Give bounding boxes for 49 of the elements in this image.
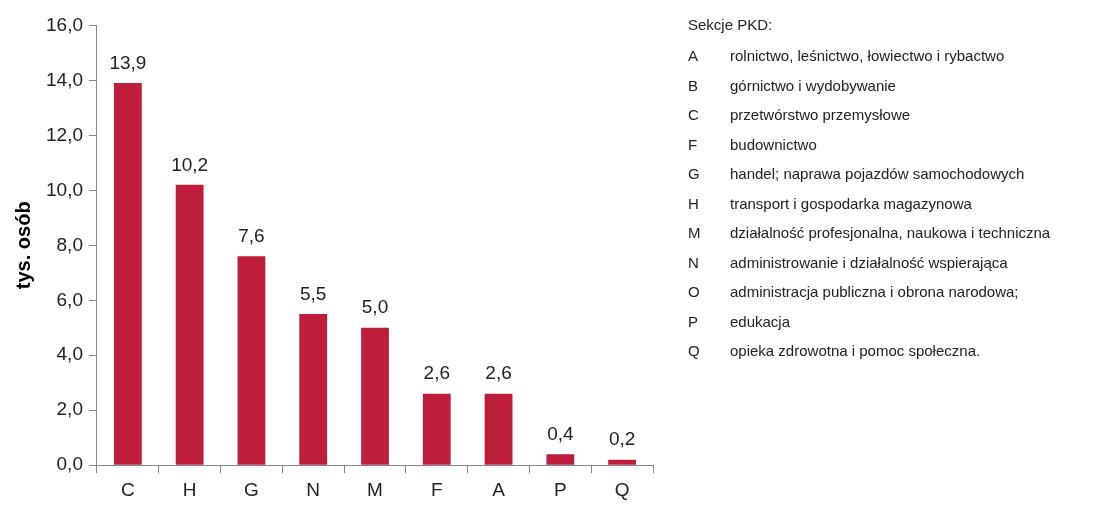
x-tick-label: M bbox=[367, 478, 383, 500]
x-tick-label: H bbox=[182, 478, 197, 500]
y-tick-label: 4,0 bbox=[56, 343, 83, 365]
data-label: 5,5 bbox=[300, 282, 327, 304]
y-tick-label: 16,0 bbox=[46, 13, 83, 35]
y-tick-label: 14,0 bbox=[46, 68, 83, 90]
x-tick-label: C bbox=[121, 478, 135, 500]
text: F budownictwo bbox=[688, 135, 817, 153]
text: M działalność profesjonalna, naukowa i techniczna bbox=[688, 224, 1051, 241]
text: A rolnictwo, leśnictwo, łowiectwo i rybactwo bbox=[688, 47, 1005, 64]
y-tick-label: 8,0 bbox=[56, 233, 83, 255]
text: P edukacja bbox=[688, 312, 791, 330]
data-label: 13,9 bbox=[109, 51, 147, 73]
data-label: 0,4 bbox=[547, 422, 574, 444]
bar bbox=[237, 256, 266, 465]
data-label: 0,2 bbox=[608, 428, 636, 450]
text: H transport i gospodarka magazynowa bbox=[688, 194, 972, 212]
text: Sekcje PKD: bbox=[688, 16, 774, 33]
text: B górnictwo i wydobywanie bbox=[688, 76, 896, 94]
bar bbox=[484, 393, 513, 465]
data-label: 5,0 bbox=[361, 296, 389, 318]
x-tick-label: N bbox=[306, 478, 321, 500]
data-label: 2,6 bbox=[423, 362, 450, 384]
y-axis-title: tys. osób bbox=[11, 201, 34, 290]
text: Q opieka zdrowotna i pomoc społeczna. bbox=[688, 342, 981, 359]
data-label: 7,6 bbox=[238, 225, 265, 247]
text: C przetwórstwo przemysłowe bbox=[688, 106, 911, 123]
y-tick-label: 10,0 bbox=[46, 178, 83, 200]
y-tick-label: 6,0 bbox=[56, 288, 83, 310]
x-tick-label: G bbox=[244, 478, 259, 500]
x-tick-label: P bbox=[553, 478, 567, 500]
x-tick-label: Q bbox=[614, 478, 630, 500]
bar bbox=[546, 454, 575, 465]
bar bbox=[361, 327, 389, 465]
bar bbox=[608, 459, 637, 465]
bar bbox=[422, 393, 451, 465]
text: N administrowanie i działalność wspierająca bbox=[688, 253, 1008, 271]
y-tick-label: 12,0 bbox=[46, 123, 83, 145]
text: O administracja publiczna i obrona narodowa; bbox=[688, 283, 1019, 300]
y-tick-label: 2,0 bbox=[56, 398, 83, 420]
y-tick-label: 0,0 bbox=[56, 453, 83, 475]
bar bbox=[299, 314, 328, 465]
data-label: 2,6 bbox=[485, 362, 512, 384]
bar bbox=[113, 83, 142, 465]
data-label: 10,2 bbox=[171, 153, 209, 175]
x-tick-label: A bbox=[492, 478, 506, 500]
x-tick-label: F bbox=[430, 478, 443, 500]
text: G handel; naprawa pojazdów samochodowych bbox=[688, 165, 1025, 182]
bar bbox=[175, 184, 204, 465]
